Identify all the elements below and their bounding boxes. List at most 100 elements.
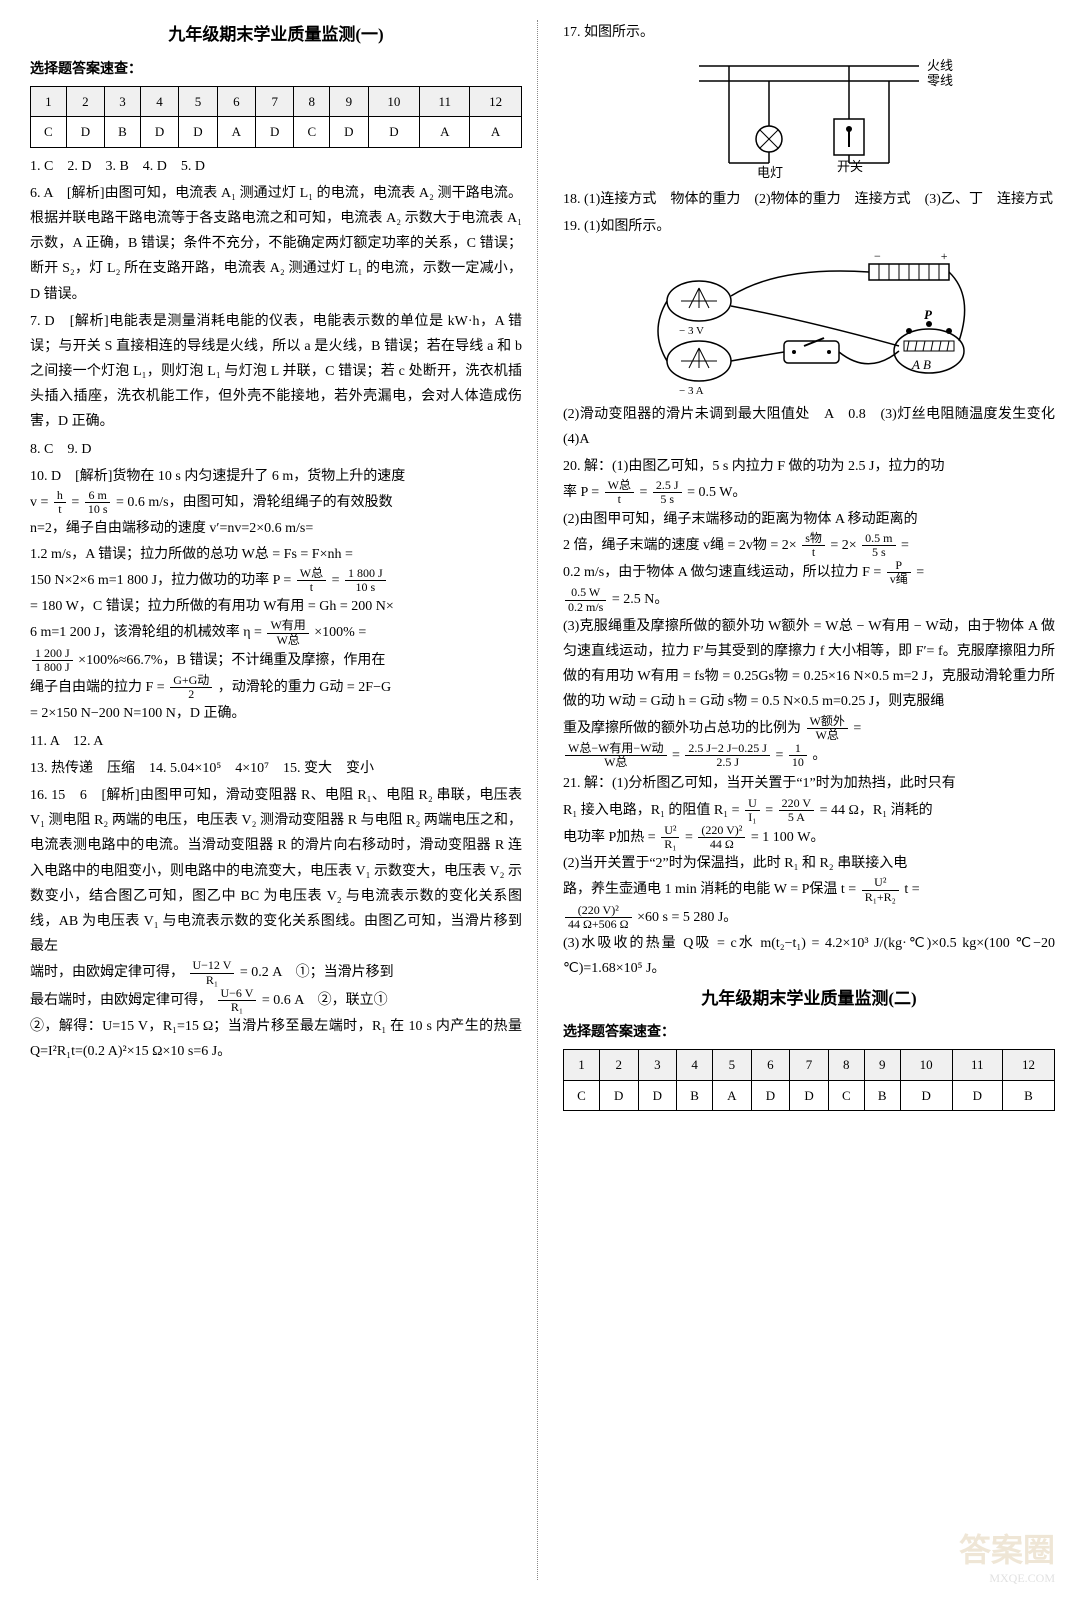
text: = 2×150 N−200 N=100 N，D 正确。 [30, 706, 246, 721]
text: 绳子自由端的拉力 F = [30, 680, 165, 695]
table-cell: 10 [368, 86, 420, 116]
table-cell: B [105, 117, 141, 147]
q7: 7. D [解析]电能表是测量消耗电能的仪表，电能表示数的单位是 kW·h，A … [30, 309, 522, 435]
q10: 10. D [解析]货物在 10 s 内匀速提升了 6 m，货物上升的速度 v … [30, 464, 522, 727]
table-cell: B [864, 1080, 900, 1110]
table-cell: 8 [294, 86, 330, 116]
q17-text: 17. 如图所示。 [563, 20, 1055, 45]
text: ，动滑轮的重力 G动 = 2F−G [218, 680, 391, 695]
svg-text:开关: 开关 [837, 159, 863, 174]
text: 10. D [解析]货物在 10 s 内匀速提升了 6 m，货物上升的速度 [30, 469, 405, 484]
svg-text:− 3 A: − 3 A [679, 385, 704, 396]
text: (2)由图甲可知，绳子末端移动的距离为物体 A 移动距离的 [563, 512, 918, 527]
left-column: 九年级期末学业质量监测(一) 选择题答案速查： 123456789101112 … [30, 20, 538, 1580]
text: (2)当开关置于“2”时为保温挡，此时 R₁ 和 R₂ 串联接入电 [563, 856, 907, 871]
text: ×60 s = 5 280 J。 [637, 910, 737, 925]
text: = 44 Ω，R₁ 消耗的 [820, 802, 933, 817]
table-cell: 9 [864, 1050, 900, 1080]
q19-ans: (2)滑动变阻器的滑片未调到最大阻值处 A 0.8 (3)灯丝电阻随温度发生变化… [563, 402, 1055, 452]
table-cell: C [31, 117, 67, 147]
q6: 6. A [解析]由图可知，电流表 A₁ 测通过灯 L₁ 的电流，电流表 A₂ … [30, 181, 522, 307]
table-cell: D [952, 1080, 1002, 1110]
q17-diagram: 火线 零线 电灯 开关 [563, 51, 1055, 181]
table-cell: A [470, 117, 522, 147]
svg-text:P: P [924, 307, 933, 322]
q16: 16. 15 6 [解析]由图甲可知，滑动变阻器 R、电阻 R₁、电阻 R₂ 串… [30, 783, 522, 1064]
table-cell: B [1002, 1080, 1054, 1110]
q11-12: 11. A 12. A [30, 729, 522, 754]
text: = 1 100 W。 [751, 830, 825, 845]
text: ×100% = [314, 625, 366, 640]
table-cell: A [713, 1080, 752, 1110]
table-cell: 1 [564, 1050, 600, 1080]
table-cell: D [66, 117, 104, 147]
table-cell: 4 [677, 1050, 713, 1080]
table-cell: D [140, 117, 178, 147]
table-cell: 4 [140, 86, 178, 116]
table-cell: D [256, 117, 294, 147]
q1-5: 1. C 2. D 3. B 4. D 5. D [30, 154, 522, 179]
text: = 0.6 m/s，由图可知，滑轮组绳子的有效股数 [116, 495, 393, 510]
text: 20. 解：(1)由图乙可知，5 s 内拉力 F 做的功为 2.5 J，拉力的功 [563, 459, 945, 474]
text: 0.2 m/s，由于物体 A 做匀速直线运动，所以拉力 F = [563, 565, 881, 580]
table-cell: 11 [952, 1050, 1002, 1080]
text: = [916, 565, 924, 580]
text: 电功率 P加热 = [563, 830, 656, 845]
text: = [775, 748, 783, 763]
text: 2 倍，绳子末端的速度 v绳 = 2v物 = 2× [563, 538, 797, 553]
table-cell: D [330, 117, 368, 147]
table-cell: 5 [179, 86, 217, 116]
text: 16. 15 6 [解析]由图甲可知，滑动变阻器 R、电阻 R₁、电阻 R₂ 串… [30, 788, 522, 954]
table-cell: C [828, 1080, 864, 1110]
svg-text:A B: A B [911, 357, 931, 372]
svg-text:− +: − + [874, 249, 948, 263]
table-cell: 7 [790, 1050, 829, 1080]
table-cell: 10 [900, 1050, 952, 1080]
mc-subhead: 选择题答案速查： [30, 57, 522, 82]
table-cell: 7 [256, 86, 294, 116]
text: 。 [812, 748, 826, 763]
table-cell: 12 [1002, 1050, 1054, 1080]
text: = [853, 720, 861, 735]
q19-text: 19. (1)如图所示。 [563, 214, 1055, 239]
text: = 2.5 N。 [612, 592, 669, 607]
text: n=2，绳子自由端移动的速度 v′=nv=2×0.6 m/s= [30, 521, 313, 536]
right-column: 17. 如图所示。 火线 零线 电灯 [558, 20, 1055, 1580]
table-cell: D [599, 1080, 638, 1110]
table-cell: B [677, 1080, 713, 1110]
table-cell: A [420, 117, 470, 147]
text: = 0.6 A ②，联立① [262, 993, 388, 1008]
text: = 0.5 W。 [687, 485, 746, 500]
table-cell: 1 [31, 86, 67, 116]
text: 最右端时，由欧姆定律可得， [30, 993, 212, 1008]
svg-text:电灯: 电灯 [757, 165, 783, 180]
watermark-sub: MXQE.COM [989, 1568, 1055, 1590]
table-cell: 8 [828, 1050, 864, 1080]
text: = [901, 538, 909, 553]
svg-text:− 3 V: − 3 V [679, 325, 704, 337]
table-cell: 3 [105, 86, 141, 116]
table-cell: C [564, 1080, 600, 1110]
table-cell: 5 [713, 1050, 752, 1080]
q18: 18. (1)连接方式 物体的重力 (2)物体的重力 连接方式 (3)乙、丁 连… [563, 187, 1055, 212]
text: t = [904, 882, 919, 897]
text: R₁ 接入电路，R₁ 的阻值 R₁ = [563, 802, 740, 817]
text: 6 m=1 200 J，该滑轮组的机械效率 η = [30, 625, 262, 640]
table-cell: C [294, 117, 330, 147]
exam-title-2: 九年级期末学业质量监测(二) [563, 984, 1055, 1015]
table-cell: 6 [217, 86, 255, 116]
table-cell: 3 [638, 1050, 677, 1080]
text: ②，解得：U=15 V，R₁=15 Ω；当滑片移至最左端时，R₁ 在 10 s … [30, 1019, 522, 1059]
table-cell: A [217, 117, 255, 147]
table-cell: 11 [420, 86, 470, 116]
text: ×100%≈66.7%，B 错误；不计绳重及摩擦，作用在 [78, 653, 385, 668]
text: 150 N×2×6 m=1 800 J，拉力做功的功率 P = [30, 573, 291, 588]
q13-15: 13. 热传递 压缩 14. 5.04×10⁵ 4×10⁷ 15. 变大 变小 [30, 756, 522, 781]
text: 端时，由欧姆定律可得， [30, 965, 184, 980]
table-cell: D [900, 1080, 952, 1110]
text: = 2× [830, 538, 856, 553]
table-cell: 2 [66, 86, 104, 116]
text: 率 P = [563, 485, 599, 500]
text: 重及摩擦所做的额外功占总功的比例为 [563, 720, 801, 735]
table-cell: 2 [599, 1050, 638, 1080]
